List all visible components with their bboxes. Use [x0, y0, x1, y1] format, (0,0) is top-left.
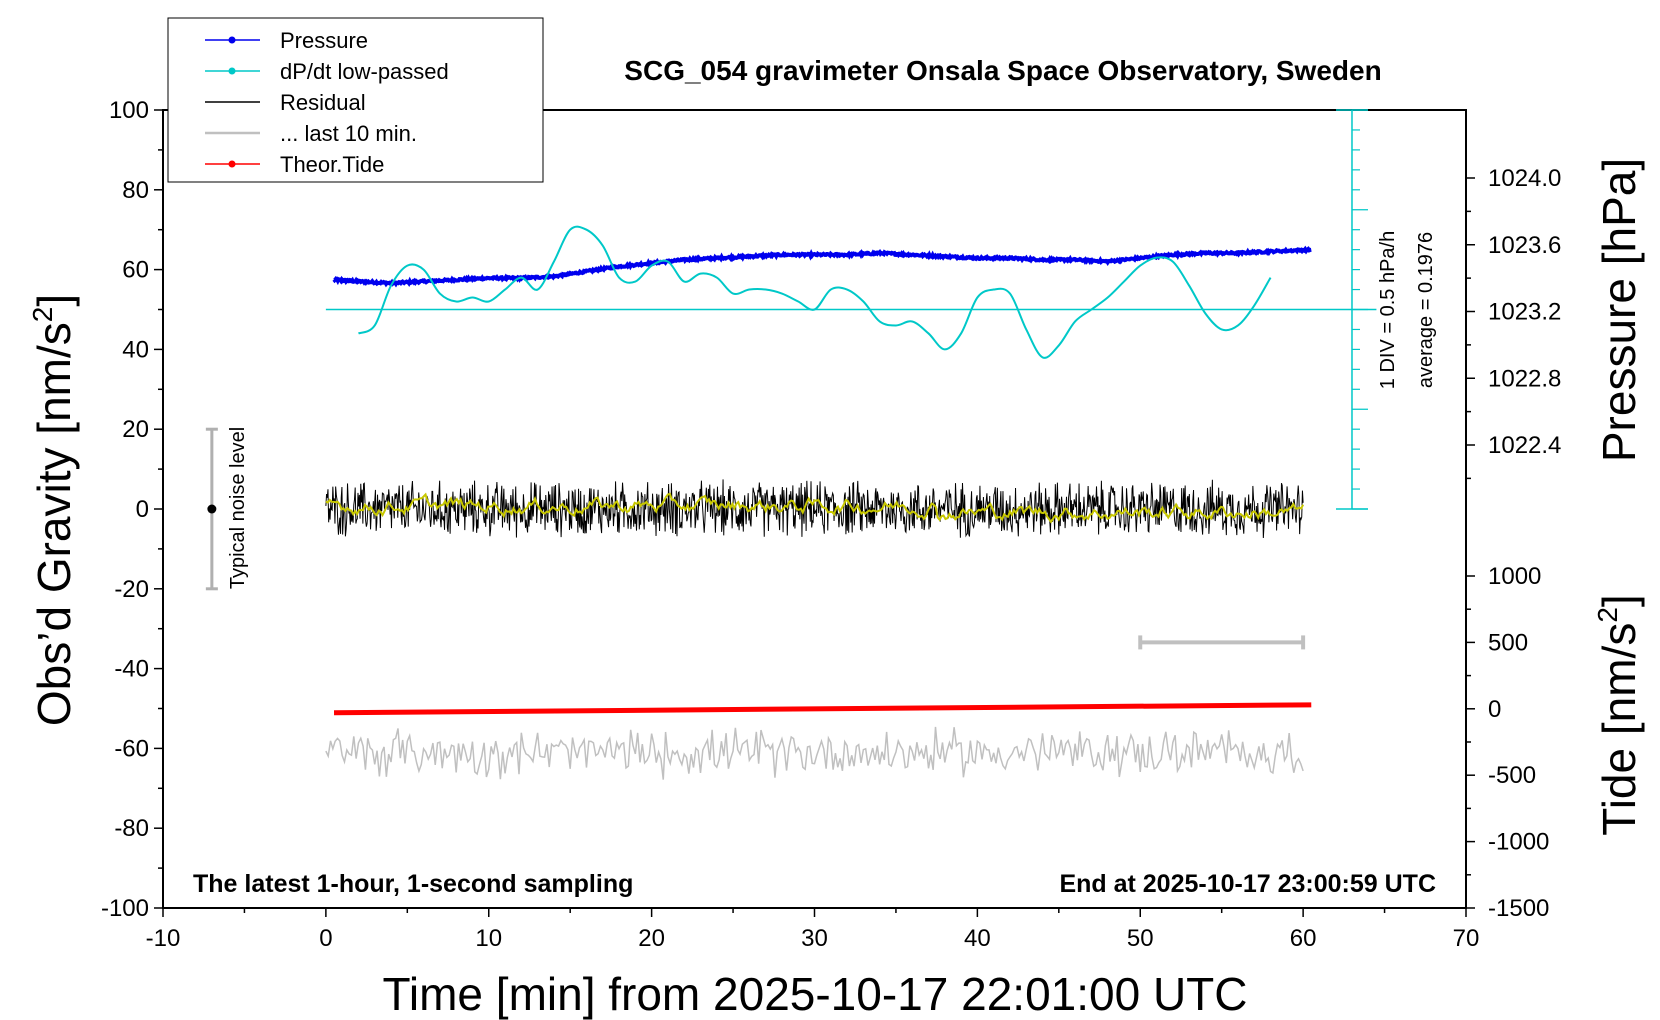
legend-item: Residual	[205, 90, 366, 115]
y-tick-label: -40	[114, 656, 149, 683]
y-tick-label: 40	[122, 336, 149, 363]
y-tick-label: -80	[114, 815, 149, 842]
pressure-tick-label: 1022.4	[1488, 432, 1561, 459]
tide-tick-label: -1000	[1488, 829, 1549, 856]
legend-label: Pressure	[280, 28, 368, 53]
legend-swatch-marker	[228, 160, 236, 168]
legend-item: Pressure	[205, 28, 368, 53]
y-tick-label: 60	[122, 257, 149, 284]
legend-swatch-marker	[228, 67, 236, 75]
tide-tick-label: -1500	[1488, 895, 1549, 922]
pressure-tick-label: 1024.0	[1488, 165, 1561, 192]
x-axis-ticks: -10 0 10 20 30 40 50 60 70	[146, 908, 1480, 952]
x-tick-label: 60	[1290, 925, 1317, 952]
x-tick-label: 20	[638, 925, 665, 952]
series-line-last-10-min	[325, 726, 1304, 780]
div-scale-label: 1 DIV = 0.5 hPa/h	[1377, 231, 1399, 389]
series-line-tide	[333, 702, 1312, 716]
legend-item: Theor.Tide	[205, 152, 384, 177]
tide-axis-ticks: -1500 -1000 -500 0 500 1000	[1466, 563, 1549, 922]
series-line-residual-smoothed	[325, 492, 1305, 524]
tide-tick-label: 1000	[1488, 563, 1541, 590]
tide-tick-label: -500	[1488, 762, 1536, 789]
legend-swatch-marker	[228, 36, 236, 44]
legend-box	[167, 17, 544, 183]
noise-level-label: Typical noise level	[227, 427, 249, 589]
y-axis-right-tide-label: Tide [nm/s2]	[1592, 594, 1645, 835]
y-tick-label: 80	[122, 177, 149, 204]
pressure-tick-label: 1023.6	[1488, 232, 1561, 259]
average-label: average = 0.1976	[1415, 232, 1437, 388]
legend-item: ... last 10 min.	[205, 121, 417, 146]
x-axis-label: Time [min] from 2025-10-17 22:01:00 UTC	[383, 968, 1248, 1020]
y-tick-label: -100	[101, 895, 149, 922]
y-tick-label: 100	[109, 97, 149, 124]
footer-end-time-text: End at 2025-10-17 23:00:59 UTC	[1059, 870, 1436, 898]
tide-tick-label: 0	[1488, 696, 1501, 723]
x-tick-label: 70	[1453, 925, 1480, 952]
x-tick-label: 30	[801, 925, 828, 952]
x-tick-label: 0	[319, 925, 332, 952]
y-tick-label: -60	[114, 735, 149, 762]
footer-sampling-text: The latest 1-hour, 1-second sampling	[193, 870, 633, 898]
y-axis-ticks: -100 -80 -60 -40 -20 0 20 40 60 80 100	[101, 97, 163, 922]
legend: Pressure dP/dt low-passed Residual ... last…	[167, 17, 544, 183]
pressure-tick-label: 1023.2	[1488, 299, 1561, 326]
legend-label: Residual	[280, 90, 366, 115]
y-tick-label: 20	[122, 416, 149, 443]
legend-label: Theor.Tide	[280, 152, 384, 177]
series-group	[325, 225, 1377, 780]
chart-title: SCG_054 gravimeter Onsala Space Observat…	[624, 55, 1381, 86]
x-tick-label: 10	[475, 925, 502, 952]
y-axis-left-label: Obs’d Gravity [nm/s2]	[27, 294, 80, 726]
y-axis-right-pressure-label: Pressure [hPa]	[1593, 158, 1645, 462]
noise-level-bar	[205, 427, 218, 591]
x-tick-label: 50	[1127, 925, 1154, 952]
legend-label: dP/dt low-passed	[280, 59, 449, 84]
x-tick-label: -10	[146, 925, 181, 952]
pressure-tick-label: 1022.8	[1488, 365, 1561, 392]
y-tick-label: 0	[136, 496, 149, 523]
legend-label: ... last 10 min.	[280, 121, 417, 146]
series-line-pressure	[332, 245, 1312, 288]
series-line-dpdt	[358, 225, 1272, 359]
noise-bar-point	[207, 504, 217, 514]
y-tick-label: -20	[114, 576, 149, 603]
pressure-axis-ticks: 1022.4 1022.8 1023.2 1023.6 1024.0	[1466, 165, 1561, 480]
x-tick-label: 40	[964, 925, 991, 952]
last-10-min-range-bar	[1138, 635, 1306, 650]
legend-item: dP/dt low-passed	[205, 59, 449, 84]
tide-tick-label: 500	[1488, 629, 1528, 656]
